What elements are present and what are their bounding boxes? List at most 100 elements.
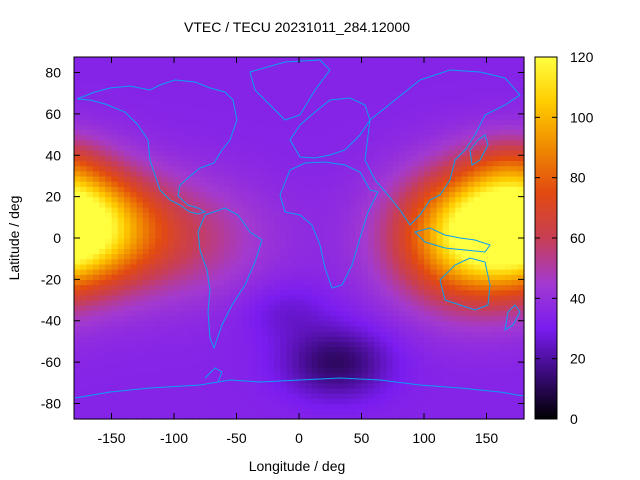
heatmap-cell (224, 305, 231, 311)
heatmap-cell (211, 72, 219, 79)
heatmap-cell (155, 238, 163, 244)
heatmap-cell (374, 227, 381, 234)
heatmap-cell (74, 88, 81, 94)
heatmap-cell (336, 139, 344, 146)
heatmap-cell (461, 403, 469, 410)
heatmap-cell (499, 108, 506, 115)
heatmap-cell (111, 93, 119, 99)
heatmap-cell (261, 398, 269, 405)
heatmap-cell (230, 393, 238, 399)
heatmap-cell (86, 93, 94, 99)
heatmap-cell (74, 82, 81, 89)
heatmap-cell (292, 232, 300, 239)
heatmap-cell (74, 186, 81, 193)
heatmap-cell (317, 310, 325, 317)
heatmap-cell (430, 67, 438, 74)
heatmap-cell (361, 398, 369, 405)
heatmap-cell (161, 336, 169, 343)
heatmap-cell (242, 274, 250, 280)
heatmap-cell (205, 77, 213, 84)
heatmap-cell (517, 165, 525, 172)
heatmap-cell (261, 98, 269, 105)
heatmap-cell (161, 238, 169, 244)
heatmap-cell (399, 155, 406, 162)
heatmap-cell (511, 175, 519, 182)
heatmap-cell (174, 248, 181, 255)
heatmap-cell (186, 72, 194, 79)
heatmap-cell (467, 341, 475, 348)
heatmap-cell (274, 413, 281, 420)
heatmap-cell (255, 170, 263, 177)
heatmap-cell (199, 243, 206, 249)
heatmap-cell (305, 139, 313, 146)
heatmap-cell (474, 82, 481, 89)
heatmap-cell (255, 217, 263, 224)
heatmap-cell (380, 108, 388, 115)
heatmap-cell (124, 72, 131, 79)
heatmap-cell (455, 243, 463, 249)
heatmap-cell (342, 98, 350, 105)
heatmap-cell (92, 196, 100, 203)
heatmap-cell (417, 144, 425, 151)
heatmap-cell (474, 124, 481, 130)
heatmap-cell (386, 258, 394, 265)
heatmap-cell (305, 315, 313, 322)
heatmap-cell (224, 351, 231, 358)
heatmap-cell (205, 191, 213, 198)
heatmap-cell (361, 217, 369, 224)
heatmap-cell (205, 393, 213, 399)
heatmap-cell (361, 279, 369, 286)
heatmap-cell (92, 217, 100, 224)
heatmap-cell (105, 300, 113, 306)
heatmap-cell (161, 77, 169, 84)
heatmap-cell (299, 408, 306, 415)
heatmap-cell (336, 320, 344, 327)
heatmap-cell (355, 320, 363, 327)
heatmap-cell (361, 263, 369, 270)
heatmap-cell (136, 253, 144, 260)
heatmap-cell (480, 181, 488, 187)
heatmap-cell (486, 382, 494, 389)
heatmap-cell (205, 336, 213, 343)
heatmap-cell (105, 336, 113, 343)
heatmap-cell (142, 305, 150, 311)
heatmap-cell (86, 232, 94, 239)
heatmap-cell (224, 108, 231, 115)
heatmap-cell (92, 336, 100, 343)
heatmap-cell (349, 279, 356, 286)
heatmap-cell (386, 356, 394, 363)
heatmap-cell (286, 243, 294, 249)
heatmap-cell (424, 362, 431, 368)
heatmap-cell (430, 367, 438, 374)
heatmap-cell (380, 408, 388, 415)
heatmap-cell (486, 93, 494, 99)
heatmap-cell (311, 186, 319, 193)
heatmap-cell (261, 413, 269, 420)
heatmap-cell (124, 274, 131, 280)
heatmap-cell (167, 217, 175, 224)
heatmap-cell (255, 269, 263, 275)
heatmap-cell (117, 263, 125, 270)
heatmap-cell (80, 258, 88, 265)
heatmap-cell (417, 98, 425, 105)
heatmap-cell (192, 289, 200, 296)
heatmap-cell (274, 398, 281, 405)
heatmap-cell (230, 196, 238, 203)
heatmap-cell (192, 212, 200, 218)
heatmap-cell (230, 77, 238, 84)
heatmap-cell (136, 269, 144, 275)
heatmap-cell (286, 413, 294, 420)
heatmap-cell (286, 305, 294, 311)
heatmap-cell (317, 320, 325, 327)
heatmap-cell (92, 186, 100, 193)
heatmap-cell (186, 274, 194, 280)
heatmap-cell (217, 191, 225, 198)
heatmap-cell (155, 191, 163, 198)
heatmap-cell (486, 82, 494, 89)
heatmap-cell (255, 119, 263, 125)
heatmap-cell (349, 341, 356, 348)
heatmap-cell (155, 315, 163, 322)
heatmap-cell (74, 232, 81, 239)
heatmap-cell (492, 274, 500, 280)
heatmap-cell (205, 227, 213, 234)
